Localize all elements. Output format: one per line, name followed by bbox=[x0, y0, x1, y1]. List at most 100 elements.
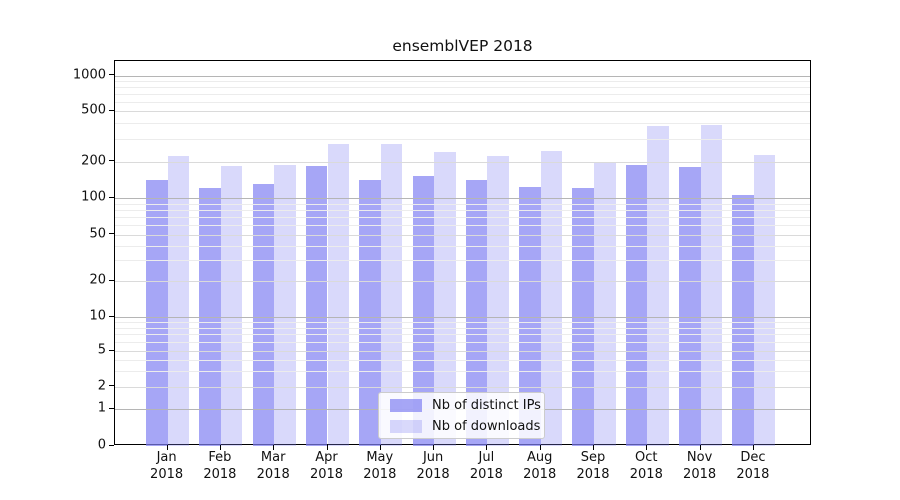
gridline bbox=[115, 386, 810, 388]
y-tick-label: 500 bbox=[81, 102, 106, 118]
bar-dec-ips bbox=[732, 194, 754, 446]
x-tick-mark bbox=[166, 445, 168, 450]
y-tick-mark bbox=[109, 385, 114, 386]
plot-area bbox=[114, 60, 811, 446]
x-tick-mark bbox=[273, 445, 275, 450]
gridline-major bbox=[115, 198, 810, 199]
bar-jan-downloads bbox=[167, 156, 190, 446]
gridline-minor bbox=[115, 139, 810, 141]
x-tick-label: Dec 2018 bbox=[736, 450, 770, 482]
gridline-major bbox=[115, 317, 810, 318]
y-tick-mark bbox=[109, 160, 114, 161]
gridline-minor bbox=[115, 216, 810, 218]
gridline bbox=[115, 161, 810, 163]
gridline-minor bbox=[115, 86, 810, 88]
x-tick-mark bbox=[219, 445, 221, 450]
x-tick-mark bbox=[593, 445, 594, 450]
y-tick-mark bbox=[109, 279, 114, 281]
bar-feb-downloads bbox=[220, 165, 243, 446]
bar-aug-ips bbox=[519, 186, 541, 446]
legend-swatch-downloads bbox=[390, 419, 422, 433]
bar-oct-downloads bbox=[647, 126, 669, 446]
x-tick-label: Oct 2018 bbox=[629, 450, 663, 482]
y-tick-mark bbox=[109, 109, 114, 111]
x-tick-label: Apr 2018 bbox=[309, 450, 344, 482]
x-tick-label: Jul 2018 bbox=[469, 450, 503, 482]
bar-jun-ips bbox=[412, 176, 435, 446]
bar-nov-downloads bbox=[700, 124, 723, 446]
grid-layer bbox=[115, 61, 810, 444]
x-tick-label: Feb 2018 bbox=[203, 450, 237, 482]
x-tick-mark bbox=[539, 445, 541, 450]
gridline-minor bbox=[115, 327, 810, 329]
x-tick-mark bbox=[326, 445, 328, 450]
x-tick-mark bbox=[646, 445, 648, 450]
gridline-minor bbox=[115, 342, 810, 344]
x-tick-label: Mar 2018 bbox=[256, 450, 290, 482]
x-tick-label: Jan 2018 bbox=[150, 450, 184, 482]
gridline-minor bbox=[115, 224, 810, 226]
gridline-minor bbox=[115, 101, 810, 103]
gridline-minor bbox=[115, 334, 810, 336]
y-tick-mark bbox=[109, 74, 114, 75]
x-tick-mark bbox=[433, 445, 435, 450]
x-tick-mark bbox=[379, 445, 381, 450]
gridline-minor bbox=[115, 123, 810, 125]
bar-dec-downloads bbox=[753, 154, 776, 446]
gridline bbox=[115, 234, 810, 236]
gridline bbox=[115, 351, 810, 352]
y-tick-label: 1000 bbox=[72, 67, 106, 82]
x-tick-label: Jun 2018 bbox=[416, 450, 450, 482]
x-tick-label: Nov 2018 bbox=[683, 450, 717, 482]
gridline bbox=[115, 111, 810, 112]
legend-row-downloads: Nb of downloads bbox=[385, 418, 541, 434]
x-tick-mark bbox=[699, 445, 701, 450]
bar-may-downloads bbox=[380, 143, 403, 446]
gridline-minor bbox=[115, 322, 810, 324]
bar-apr-downloads bbox=[327, 143, 350, 446]
x-tick-label: May 2018 bbox=[363, 450, 397, 482]
y-tick-mark bbox=[109, 349, 114, 351]
y-tick-label: 20 bbox=[89, 272, 106, 288]
legend-label-distinct-ips: Nb of distinct IPs bbox=[432, 397, 541, 413]
bar-sep-ips bbox=[572, 187, 594, 446]
y-tick-mark bbox=[109, 233, 114, 234]
gridline-minor bbox=[115, 359, 810, 361]
y-tick-label: 0 bbox=[97, 437, 106, 453]
gridline-minor bbox=[115, 260, 810, 262]
legend: Nb of distinct IPs Nb of downloads bbox=[378, 392, 545, 439]
y-tick-label: 1 bbox=[97, 400, 106, 416]
gridline-minor bbox=[115, 93, 810, 95]
legend-row-distinct-ips: Nb of distinct IPs bbox=[385, 397, 541, 413]
x-tick-label: Sep 2018 bbox=[576, 450, 610, 482]
gridline bbox=[115, 281, 810, 282]
gridline-minor bbox=[115, 80, 810, 82]
y-tick-mark bbox=[109, 196, 114, 198]
gridline-major bbox=[115, 75, 810, 77]
y-tick-mark bbox=[109, 444, 114, 446]
legend-label-downloads: Nb of downloads bbox=[432, 418, 541, 434]
y-tick-label: 100 bbox=[81, 189, 106, 205]
y-tick-label: 200 bbox=[81, 153, 106, 168]
y-tick-label: 5 bbox=[97, 342, 106, 358]
y-tick-mark bbox=[109, 315, 114, 317]
legend-swatch-distinct-ips bbox=[390, 398, 422, 412]
gridline-minor bbox=[115, 245, 810, 247]
bar-apr-ips bbox=[305, 165, 328, 446]
y-tick-label: 10 bbox=[89, 308, 106, 324]
bar-jul-downloads bbox=[487, 155, 509, 446]
gridline-minor bbox=[115, 203, 810, 205]
bar-sep-downloads bbox=[594, 162, 616, 446]
bar-mar-ips bbox=[252, 184, 275, 446]
bar-nov-ips bbox=[679, 167, 701, 446]
x-tick-label: Aug 2018 bbox=[523, 450, 557, 482]
y-tick-label: 50 bbox=[89, 226, 106, 241]
y-tick-mark bbox=[109, 407, 114, 409]
chart-title: ensemblVEP 2018 bbox=[392, 37, 533, 55]
gridline-minor bbox=[115, 370, 810, 372]
gridline-minor bbox=[115, 209, 810, 211]
x-tick-mark bbox=[486, 445, 488, 450]
y-tick-label: 2 bbox=[97, 378, 106, 393]
x-tick-mark bbox=[752, 445, 754, 450]
